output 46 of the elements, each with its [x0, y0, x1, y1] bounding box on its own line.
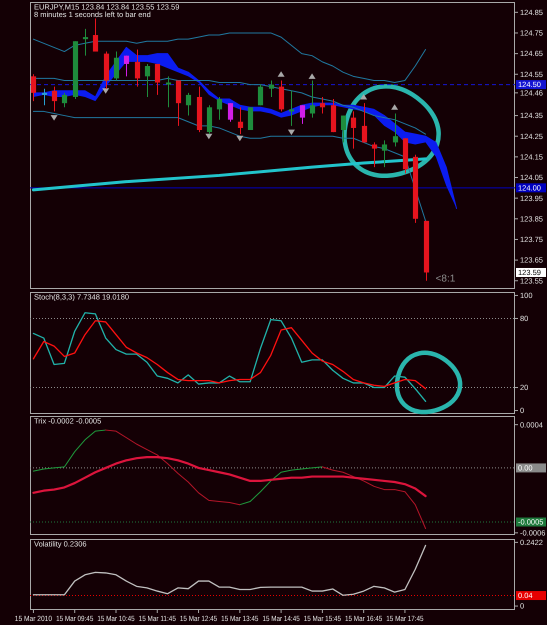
candlestick — [382, 140, 388, 168]
point — [308, 73, 316, 79]
candlestick — [300, 104, 306, 124]
candlestick — [288, 90, 294, 126]
point — [236, 136, 244, 142]
point — [288, 130, 295, 136]
candlestick — [82, 28, 88, 56]
line-series — [32, 320, 426, 390]
candlestick — [392, 112, 398, 148]
candlestick — [228, 102, 234, 122]
annotation: <8:1 — [436, 274, 456, 284]
candlestick — [92, 18, 98, 52]
candlestick — [278, 80, 284, 112]
candlestick — [154, 63, 160, 96]
point — [205, 134, 212, 140]
candlestick — [114, 51, 120, 81]
candlestick — [134, 48, 140, 88]
candlestick — [372, 142, 378, 168]
line-series — [32, 32, 426, 84]
candlestick — [310, 80, 316, 118]
candlestick — [268, 80, 274, 98]
candlestick — [350, 110, 356, 150]
candlestick — [186, 92, 192, 116]
line-series — [32, 110, 426, 222]
point — [360, 94, 368, 100]
candlestick — [258, 84, 264, 106]
point — [278, 71, 285, 77]
candlestick — [62, 92, 68, 108]
candlestick — [166, 76, 172, 108]
point — [102, 88, 110, 94]
candlestick — [340, 115, 346, 143]
candlestick — [216, 96, 222, 120]
candlestick — [52, 86, 58, 112]
candlestick — [42, 88, 48, 106]
line-series — [32, 312, 426, 402]
candlestick — [124, 55, 130, 77]
candlestick — [362, 102, 368, 143]
candlestick — [176, 80, 182, 126]
line-series — [32, 456, 427, 498]
candlestick — [30, 74, 36, 102]
point — [391, 104, 398, 110]
candlestick — [320, 96, 326, 114]
point — [50, 115, 58, 121]
candlestick — [238, 106, 244, 135]
line-series — [32, 157, 428, 192]
candlestick — [144, 63, 150, 98]
